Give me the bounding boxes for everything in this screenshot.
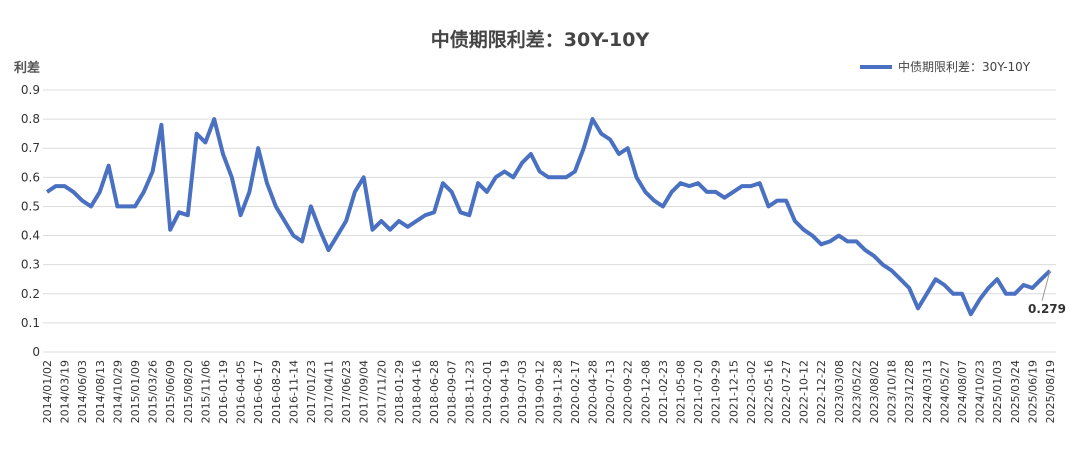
x-tick-label: 2025/06/19 [1026, 360, 1039, 423]
x-tick-label: 2020-04-28 [586, 360, 599, 424]
x-tick-label: 2023/10/18 [886, 360, 899, 423]
y-tick-label: 0.8 [21, 112, 40, 126]
x-tick-label: 2021-12-15 [727, 360, 740, 424]
x-tick-label: 2016-04-05 [235, 360, 248, 424]
x-tick-label: 2021-09-29 [710, 360, 723, 424]
y-tick-label: 0.2 [21, 287, 40, 301]
x-tick-label: 2014/06/03 [76, 360, 89, 423]
x-tick-label: 2016-06-17 [252, 360, 265, 424]
y-tick-label: 0.3 [21, 258, 40, 272]
x-tick-label: 2020-02-17 [569, 360, 582, 424]
x-tick-label: 2014/01/02 [41, 360, 54, 423]
y-tick-label: 0.6 [21, 170, 40, 184]
x-tick-label: 2025/01/03 [991, 360, 1004, 423]
x-tick-label: 2018-04-16 [411, 360, 424, 424]
x-tick-label: 2018-06-28 [428, 360, 441, 424]
legend-label: 中债期限利差：30Y-10Y [898, 59, 1031, 74]
y-tick-label: 0.7 [21, 141, 40, 155]
x-tick-label: 2016-08-29 [270, 360, 283, 424]
x-tick-label: 2019-09-12 [534, 360, 547, 424]
x-tick-label: 2023/05/22 [850, 360, 863, 423]
x-tick-label: 2019-07-03 [516, 360, 529, 424]
x-tick-label: 2019-02-01 [481, 360, 494, 424]
x-tick-label: 2015/08/20 [182, 360, 195, 423]
x-tick-label: 2025/03/24 [1009, 360, 1022, 423]
x-tick-label: 2024/05/27 [938, 360, 951, 423]
x-tick-label: 2017/11/20 [375, 360, 388, 423]
x-tick-label: 2020-12-08 [639, 360, 652, 424]
x-tick-label: 2020-07-13 [604, 360, 617, 424]
x-tick-label: 2021-07-20 [692, 360, 705, 424]
x-tick-label: 2018-01-29 [393, 360, 406, 424]
y-tick-label: 0.4 [21, 229, 40, 243]
chart-title: 中债期限利差：30Y-10Y [431, 28, 650, 51]
x-tick-label: 2024/10/23 [974, 360, 987, 423]
x-tick-label: 2023/08/02 [868, 360, 881, 423]
x-tick-label: 2024/08/07 [956, 360, 969, 423]
x-tick-label: 2014/08/13 [94, 360, 107, 423]
x-tick-label: 2017/01/23 [305, 360, 318, 423]
x-tick-label: 2024/03/13 [921, 360, 934, 423]
x-tick-label: 2019-11-28 [551, 360, 564, 424]
y-tick-label: 0 [32, 345, 40, 359]
x-tick-label: 2015/06/09 [164, 360, 177, 423]
x-tick-label: 2016-11-14 [287, 360, 300, 424]
line-series [45, 117, 1052, 317]
x-tick-label: 2017/09/04 [358, 360, 371, 423]
x-tick-label: 2025/08/19 [1044, 360, 1057, 423]
x-tick-label: 2017/06/23 [340, 360, 353, 423]
y-axis-label: 利差 [14, 60, 40, 76]
data-label: 0.279 [1028, 302, 1066, 316]
x-tick-label: 2017/04/11 [323, 360, 336, 423]
x-tick-label: 2015/03/26 [147, 360, 160, 423]
x-tick-label: 2018-11-23 [463, 360, 476, 424]
x-tick-label: 2023/12/28 [903, 360, 916, 423]
x-tick-label: 2018-09-07 [446, 360, 459, 424]
x-tick-label: 2022-10-12 [798, 360, 811, 424]
label-leader [1041, 270, 1051, 301]
x-tick-label: 2019-04-19 [499, 360, 512, 424]
x-tick-label: 2022-03-02 [745, 360, 758, 424]
x-tick-label: 2023/03/08 [833, 360, 846, 423]
x-tick-label: 2015/11/06 [199, 360, 212, 423]
x-tick-label: 2016-01-19 [217, 360, 230, 424]
y-tick-label: 0.1 [21, 316, 40, 330]
y-tick-label: 0.5 [21, 199, 40, 213]
x-tick-label: 2022-05-16 [762, 360, 775, 424]
x-tick-label: 2020-09-22 [622, 360, 635, 424]
x-tick-label: 2021-05-08 [674, 360, 687, 424]
x-tick-label: 2022-07-27 [780, 360, 793, 424]
x-tick-label: 2014/03/19 [59, 360, 72, 423]
x-tick-label: 2022-12-22 [815, 360, 828, 424]
y-tick-label: 0.9 [21, 83, 40, 97]
x-tick-label: 2014/10/29 [111, 360, 124, 423]
x-tick-label: 2015/01/09 [129, 360, 142, 423]
x-tick-label: 2021-02-23 [657, 360, 670, 424]
